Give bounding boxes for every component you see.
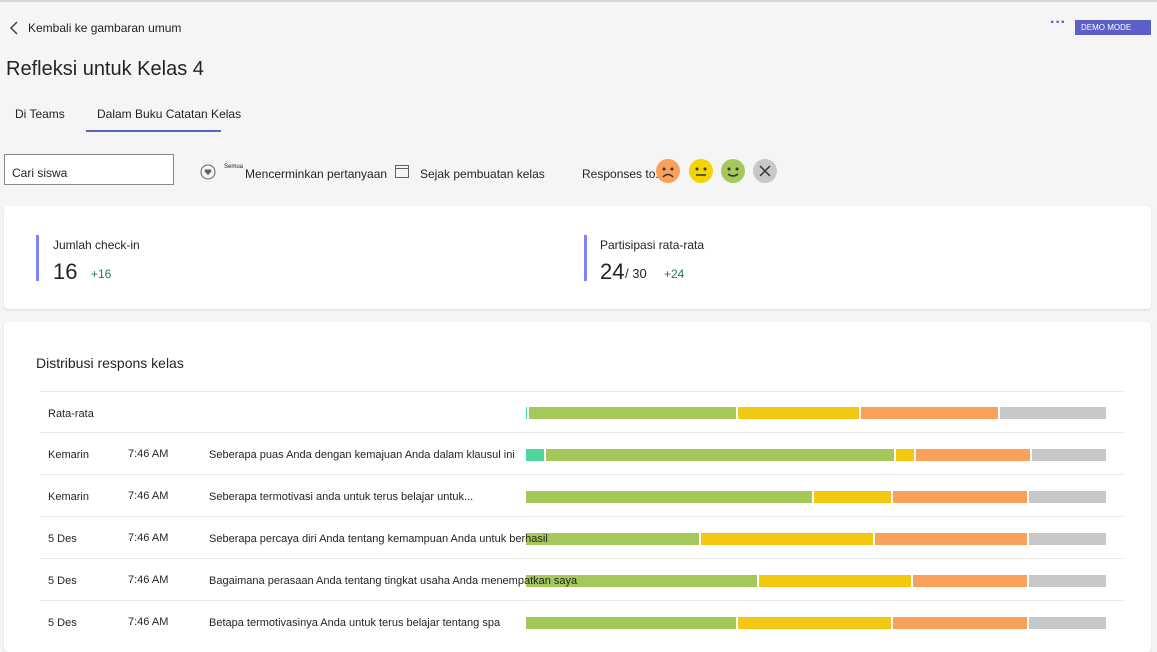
accent <box>584 235 587 281</box>
top-border <box>0 0 1157 2</box>
bar-segment <box>892 491 1028 503</box>
row-label: Rata-rata <box>48 408 94 420</box>
emoji-filters[interactable] <box>655 158 780 186</box>
row-question: Bagaimana perasaan Anda tentang tingkat … <box>209 575 578 587</box>
bar-segment <box>1032 449 1106 461</box>
bar-segment <box>528 407 737 419</box>
stat-label: Jumlah check-in <box>53 238 140 252</box>
tab[interactable]: Dalam Buku Catatan Kelas <box>97 107 242 121</box>
bar-segment <box>814 491 891 503</box>
row-time: 7:46 AM <box>128 574 169 586</box>
distribution-card: Distribusi respons kelas Rata-rata Kemari… <box>4 322 1151 652</box>
stat-delta: +16 <box>91 267 112 281</box>
bar-segment <box>895 449 914 461</box>
bar-segment <box>892 617 1028 629</box>
bar-segment <box>913 575 1028 587</box>
line <box>40 600 1123 601</box>
row-date: Kemarin <box>48 491 89 503</box>
tab[interactable]: Di Teams <box>15 107 65 121</box>
bar-segment <box>875 533 1028 545</box>
line <box>40 432 1123 433</box>
bar-segment <box>526 617 737 629</box>
bar-segment <box>546 449 894 461</box>
stat-value: 24 <box>600 259 625 284</box>
bar-segment <box>526 449 545 461</box>
row-question: Seberapa percaya diri Anda tentang kemam… <box>209 533 548 545</box>
row-question: Seberapa puas Anda dengan kemajuan Anda … <box>209 449 515 461</box>
row-time: 7:46 AM <box>128 616 169 628</box>
responses-label: Responses to: <box>582 167 659 181</box>
line <box>40 391 1123 392</box>
row-date: 5 Des <box>48 617 77 629</box>
bar-segment <box>700 533 874 545</box>
tab-underline <box>86 130 221 132</box>
line <box>40 558 1123 559</box>
calendar-icon <box>395 165 409 178</box>
bar-segment <box>915 449 1031 461</box>
date-filter[interactable]: Sejak pembuatan kelas <box>420 167 545 181</box>
bar-segment <box>1029 533 1106 545</box>
reflect-icon <box>200 164 216 180</box>
row-question: Seberapa termotivasi anda untuk terus be… <box>209 491 474 503</box>
all-label: Semua <box>224 164 244 170</box>
line <box>40 516 1123 517</box>
reflect-filter[interactable]: Mencerminkan pertanyaan <box>245 167 388 181</box>
bar-segment <box>1029 491 1106 503</box>
stat-value: 16 <box>53 259 78 284</box>
bar-segment <box>738 617 891 629</box>
row-date: 5 Des <box>48 533 77 545</box>
bar-segment <box>738 407 859 419</box>
bar-segment <box>758 575 912 587</box>
row-time: 7:46 AM <box>128 490 169 502</box>
more-button[interactable]: ··· <box>1050 14 1066 31</box>
bar-segment <box>1029 575 1106 587</box>
demo-badge: DEMO MODE <box>1075 20 1151 35</box>
stat-label: Partisipasi rata-rata <box>600 238 705 252</box>
back-icon[interactable] <box>8 20 20 36</box>
bar-segment <box>526 575 757 587</box>
row-date: 5 Des <box>48 575 77 587</box>
stat-total: / 30 <box>625 266 647 281</box>
stat-delta: +24 <box>664 267 685 281</box>
row-question: Betapa termotivasinya Anda untuk terus b… <box>209 617 501 629</box>
bar-segment <box>860 407 999 419</box>
back-link[interactable]: Kembali ke gambaran umum <box>28 21 182 35</box>
line <box>40 474 1123 475</box>
page-title: Refleksi untuk Kelas 4 <box>6 58 204 80</box>
row-date: Kemarin <box>48 449 89 461</box>
row-time: 7:46 AM <box>128 448 169 460</box>
search-box[interactable]: Cari siswa <box>4 154 174 185</box>
section-title: Distribusi respons kelas <box>36 355 184 371</box>
bar-segment <box>526 407 527 419</box>
row-time: 7:46 AM <box>128 532 169 544</box>
accent <box>36 235 39 281</box>
bar-segment <box>1029 617 1106 629</box>
stats-card: Jumlah check-in 16 +16 Partisipasi rata-… <box>4 206 1151 309</box>
bar-segment <box>526 491 813 503</box>
bar-segment <box>526 533 699 545</box>
bar-segment <box>1000 407 1106 419</box>
